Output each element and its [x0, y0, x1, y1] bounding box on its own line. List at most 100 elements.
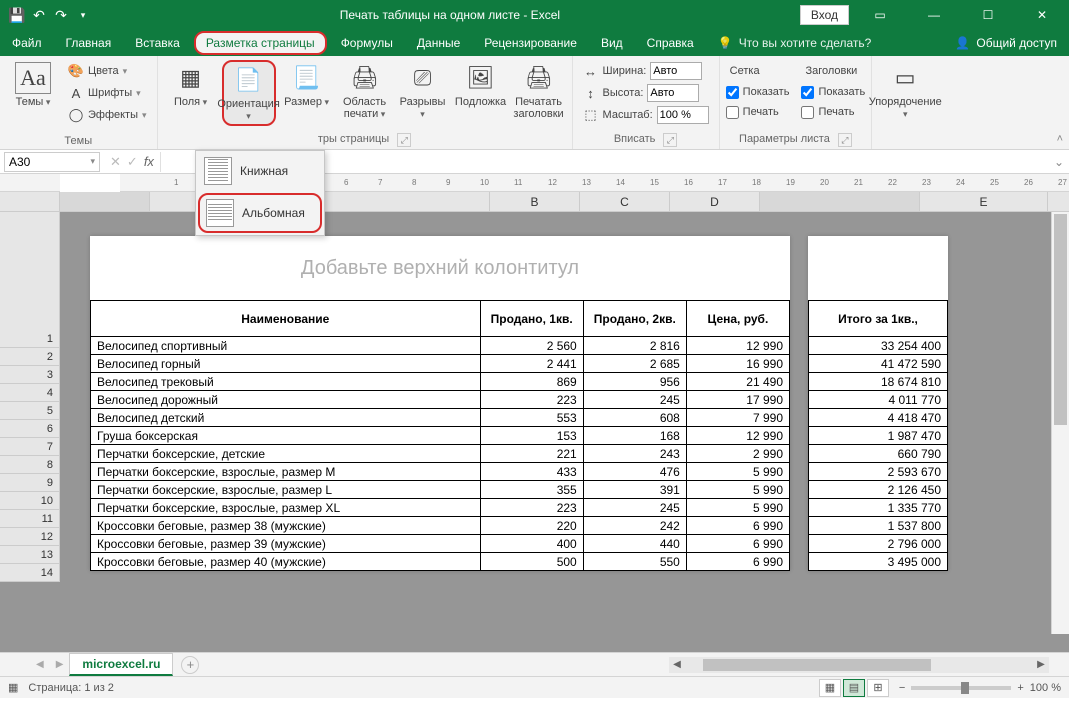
table-header[interactable]: Продано, 1кв.	[480, 301, 583, 337]
sheet-tab-1[interactable]: microexcel.ru	[69, 653, 173, 676]
cell[interactable]: 41 472 590	[809, 355, 948, 373]
row-header-9[interactable]: 9	[0, 474, 60, 492]
cell[interactable]: 2 990	[686, 445, 789, 463]
cell[interactable]: 400	[480, 535, 583, 553]
cell[interactable]: 168	[583, 427, 686, 445]
cell[interactable]: 242	[583, 517, 686, 535]
row-header-1[interactable]: 1	[0, 330, 60, 348]
breaks-button[interactable]: ⎚Разрывы	[396, 60, 450, 122]
cell[interactable]: 4 418 470	[809, 409, 948, 427]
fx-icon[interactable]: fx	[144, 154, 154, 170]
cell[interactable]: 21 490	[686, 373, 789, 391]
cell[interactable]: 608	[583, 409, 686, 427]
row-header-8[interactable]: 8	[0, 456, 60, 474]
cell[interactable]: Груша боксерская	[91, 427, 481, 445]
cell[interactable]: 500	[480, 553, 583, 571]
collapse-ribbon-icon[interactable]: ˄	[1057, 133, 1063, 145]
cancel-formula-icon[interactable]: ✕	[110, 154, 121, 170]
row-header-6[interactable]: 6	[0, 420, 60, 438]
tab-page-layout[interactable]: Разметка страницы	[194, 31, 327, 55]
col-header-D[interactable]: D	[670, 192, 760, 211]
cell[interactable]: Перчатки боксерские, взрослые, размер XL	[91, 499, 481, 517]
cell[interactable]: 869	[480, 373, 583, 391]
scale-launcher[interactable]: ⤢	[663, 133, 677, 147]
save-icon[interactable]: 💾	[8, 6, 26, 24]
cell[interactable]: 33 254 400	[809, 337, 948, 355]
tab-formulas[interactable]: Формулы	[329, 30, 405, 56]
cell[interactable]: 7 990	[686, 409, 789, 427]
tell-me[interactable]: 💡Что вы хотите сделать?	[706, 30, 884, 56]
expand-formula-bar[interactable]: ⌄	[1049, 155, 1069, 169]
size-button[interactable]: 📃Размер	[280, 60, 334, 110]
cell[interactable]: 391	[583, 481, 686, 499]
cell[interactable]: 660 790	[809, 445, 948, 463]
zoom-out-button[interactable]: −	[899, 682, 905, 694]
cell[interactable]: 223	[480, 391, 583, 409]
row-header-13[interactable]: 13	[0, 546, 60, 564]
minimize-icon[interactable]: —	[911, 0, 957, 30]
vertical-scrollbar[interactable]	[1051, 212, 1069, 634]
cell[interactable]: 6 990	[686, 553, 789, 571]
zoom-in-button[interactable]: +	[1017, 682, 1023, 694]
cell[interactable]: 433	[480, 463, 583, 481]
height-input[interactable]	[647, 84, 699, 102]
cell[interactable]: 245	[583, 391, 686, 409]
cell[interactable]: 245	[583, 499, 686, 517]
orientation-landscape[interactable]: Альбомная	[198, 193, 322, 233]
cell[interactable]: 2 796 000	[809, 535, 948, 553]
orientation-button[interactable]: 📄Ориентация	[222, 60, 276, 126]
print-area-button[interactable]: 🖨Область печати	[338, 60, 392, 122]
cell[interactable]: Велосипед горный	[91, 355, 481, 373]
col-header-E[interactable]: E	[920, 192, 1048, 211]
tab-view[interactable]: Вид	[589, 30, 635, 56]
page-break-view-button[interactable]: ⊞	[867, 679, 889, 697]
cell[interactable]: 1 335 770	[809, 499, 948, 517]
login-button[interactable]: Вход	[800, 5, 849, 25]
cell[interactable]: 1 987 470	[809, 427, 948, 445]
cell[interactable]: 6 990	[686, 535, 789, 553]
ribbon-options-icon[interactable]: ▭	[857, 0, 903, 30]
cell[interactable]: 17 990	[686, 391, 789, 409]
cell[interactable]: Велосипед спортивный	[91, 337, 481, 355]
cell[interactable]: 476	[583, 463, 686, 481]
sheet-nav-next[interactable]: ▶	[50, 659, 70, 670]
table-header[interactable]: Продано, 2кв.	[583, 301, 686, 337]
cell[interactable]: 16 990	[686, 355, 789, 373]
tab-insert[interactable]: Вставка	[123, 30, 192, 56]
row-header-3[interactable]: 3	[0, 366, 60, 384]
grid-show-check[interactable]: Показать	[726, 82, 790, 102]
header-area-2[interactable]	[808, 236, 948, 300]
scale-input[interactable]	[657, 106, 709, 124]
row-header-4[interactable]: 4	[0, 384, 60, 402]
row-header-11[interactable]: 11	[0, 510, 60, 528]
cell[interactable]: 1 537 800	[809, 517, 948, 535]
row-header-2[interactable]: 2	[0, 348, 60, 366]
arrange-button[interactable]: ▭Упорядочение	[878, 60, 932, 122]
page-layout-view-button[interactable]: ▤	[843, 679, 865, 697]
table-header[interactable]: Наименование	[91, 301, 481, 337]
cell[interactable]: Велосипед трековый	[91, 373, 481, 391]
tab-file[interactable]: Файл	[0, 30, 54, 56]
sheet-options-launcher[interactable]: ⤢	[838, 133, 852, 147]
redo-icon[interactable]: ↷	[52, 6, 70, 24]
row-header-7[interactable]: 7	[0, 438, 60, 456]
cell[interactable]: 4 011 770	[809, 391, 948, 409]
table-header[interactable]: Цена, руб.	[686, 301, 789, 337]
cell[interactable]: Перчатки боксерские, детские	[91, 445, 481, 463]
cell[interactable]: Кроссовки беговые, размер 39 (мужские)	[91, 535, 481, 553]
cell[interactable]: 220	[480, 517, 583, 535]
cell[interactable]: 243	[583, 445, 686, 463]
cell[interactable]: 440	[583, 535, 686, 553]
cell[interactable]: 2 560	[480, 337, 583, 355]
row-header-14[interactable]: 14	[0, 564, 60, 582]
background-button[interactable]: 🖼Подложка	[454, 60, 508, 110]
col-header-C[interactable]: C	[580, 192, 670, 211]
cell[interactable]: 5 990	[686, 463, 789, 481]
undo-icon[interactable]: ↶	[30, 6, 48, 24]
effects-button[interactable]: ◯Эффекты▾	[64, 104, 151, 126]
row-header-5[interactable]: 5	[0, 402, 60, 420]
cell[interactable]: 956	[583, 373, 686, 391]
headings-print-check[interactable]: Печать	[801, 102, 865, 122]
cell[interactable]: 355	[480, 481, 583, 499]
sheet-nav-prev[interactable]: ◀	[30, 659, 50, 670]
